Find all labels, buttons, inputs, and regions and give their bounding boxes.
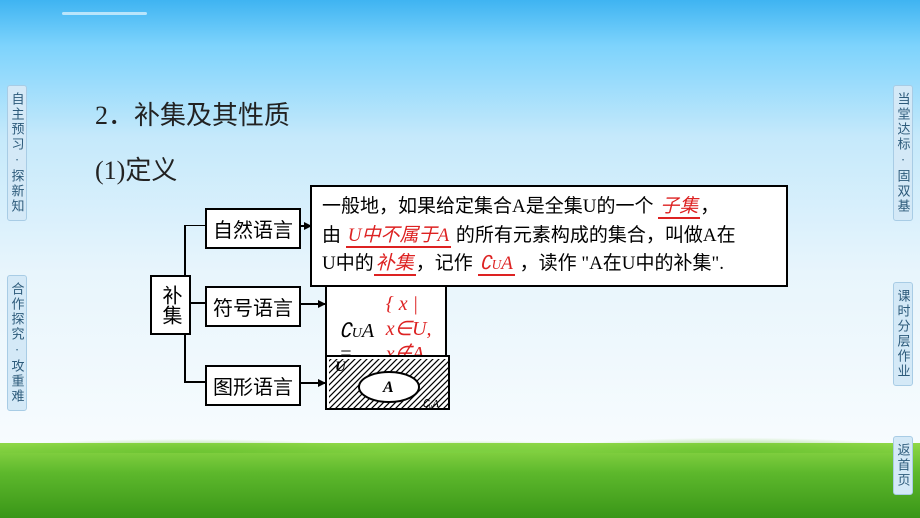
branch-symbol-lang: 符号语言 [205,286,301,327]
desc-text-3b: ，记作 [416,253,478,274]
blank-subset: 子集 [658,196,700,219]
tab-preview[interactable]: 自主预习·探新知 [7,85,27,221]
heading-sub: (1)定义 [95,150,860,187]
desc-punct-1: ， [700,196,719,217]
blank-complement: 补集 [374,253,416,276]
desc-text-3c: ，读作 "A在U中的补集". [515,253,724,274]
grass-background [0,443,920,518]
tab-cooperate[interactable]: 合作探究·攻重难 [7,275,27,411]
arrow-2 [301,303,325,305]
tab-home[interactable]: 返首页 [893,436,913,495]
natural-language-desc: 一般地，如果给定集合A是全集U的一个 子集， 由 U中不属于A 的所有元素构成的… [310,185,788,287]
venn-diagram: U A ∁ᵤA [325,355,450,410]
accent-line [62,12,147,15]
tab-homework[interactable]: 课时分层作业 [893,282,913,386]
branch-graphic-lang: 图形语言 [205,365,301,406]
blank-notation: ∁UA [478,253,515,276]
desc-text-2a: 由 [322,225,341,246]
arrow-3 [301,382,325,384]
venn-complement: ∁ᵤA [422,398,439,410]
desc-text-3a: U中的 [322,253,374,274]
desc-text-2b: 的所有元素构成的集合，叫做A在 [456,225,736,246]
main-content: 2．补集及其性质 (1)定义 [95,95,860,199]
root-node: 补集 [150,275,191,335]
blank-notin: U中不属于A [346,225,451,248]
desc-text-1: 一般地，如果给定集合A是全集U的一个 [322,196,653,217]
tab-standard[interactable]: 当堂达标·固双基 [893,85,913,221]
heading-main: 2．补集及其性质 [95,95,860,132]
venn-A: A [382,379,394,396]
venn-U: U [335,359,347,375]
branch-natural-lang: 自然语言 [205,208,301,249]
